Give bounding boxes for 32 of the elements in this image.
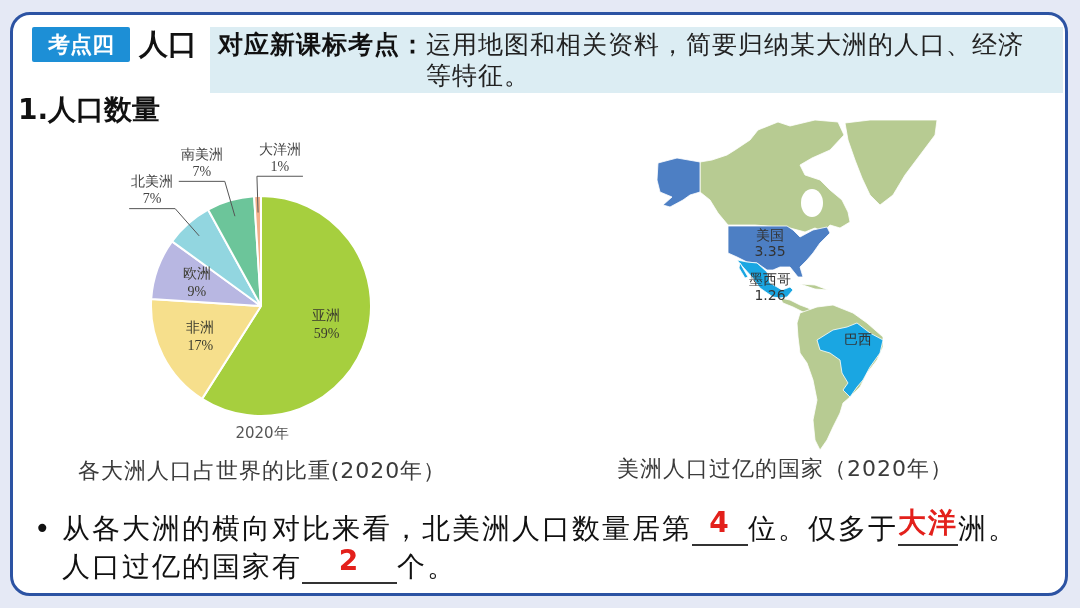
data-label: 59%: [313, 325, 340, 341]
text: 4: [709, 506, 731, 539]
data-label: 1%: [270, 158, 290, 174]
data-label: 9%: [187, 283, 207, 299]
text: 人口过亿的国家有: [62, 550, 302, 583]
text: 美洲人口过亿的国家（2020年）: [616, 455, 954, 483]
slice-label: 非洲: [186, 319, 215, 335]
data-label: 3.35: [754, 242, 786, 259]
text: 从各大洲的横向对比来看，北美洲人口数量居第: [62, 512, 692, 545]
text: 考点四: [32, 27, 130, 62]
slice-label: 亚洲: [312, 307, 341, 323]
slice-label: 欧洲: [182, 265, 211, 281]
text: 1.人口数量: [18, 92, 161, 128]
text: 大洋: [898, 506, 958, 539]
text: 个。: [397, 550, 457, 583]
text: 对应新课标考点：: [218, 29, 426, 60]
data-label: 17%: [187, 337, 214, 353]
text: 运用地图和相关资料，简要归纳某大洲的人口、经济等特征。: [426, 29, 1025, 91]
category-label: 巴西: [844, 330, 872, 347]
slice-label: 南美洲: [180, 147, 223, 163]
text: 位。仅多于: [748, 512, 898, 545]
text: 人口: [139, 26, 197, 63]
slice-label: 大洋洲: [258, 141, 301, 157]
data-label: 7%: [192, 164, 212, 180]
category-label: 美国: [756, 226, 784, 243]
text: •: [34, 511, 53, 547]
slice-label: 北美洲: [131, 174, 174, 190]
text: 各大洲人口占世界的比重(2020年）: [76, 457, 448, 485]
text: 2020年: [234, 424, 290, 443]
text: 2: [338, 544, 361, 577]
data-label: 7%: [142, 191, 162, 207]
text: 洲。: [958, 512, 1018, 545]
